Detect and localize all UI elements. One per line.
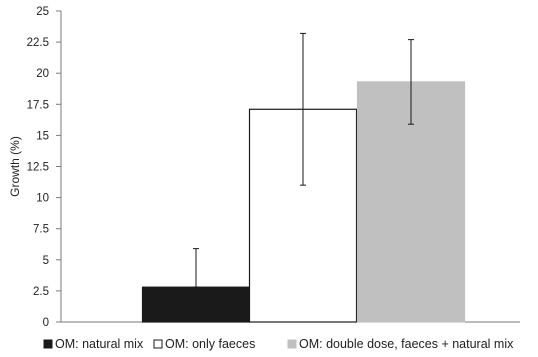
legend-swatch-3: [287, 339, 297, 349]
y-tick-label: 12.5: [27, 162, 49, 174]
legend-swatch-1: [43, 339, 53, 349]
y-tick-label: 15: [36, 130, 49, 142]
y-tick-label: 0: [43, 317, 49, 329]
y-tick-label: 10: [36, 193, 49, 205]
y-tick-label: 22.5: [27, 37, 49, 49]
y-tick-label: 2.5: [33, 286, 49, 298]
y-tick-label: 7.5: [33, 224, 49, 236]
y-axis-title: Growth (%): [8, 136, 22, 197]
y-tick-label: 5: [43, 255, 49, 267]
error-bars: [193, 32, 414, 288]
y-tick-label: 17.5: [27, 99, 49, 111]
bar-1: [141, 286, 251, 323]
y-axis: 0 2.5 5 7.5 10 12.5 15 17.5 20 22.5 25: [27, 6, 62, 329]
legend-label-2: OM: only faeces: [165, 337, 255, 351]
legend-label-1: OM: natural mix: [55, 337, 144, 351]
y-tick-label: 20: [36, 68, 49, 80]
legend-label-3: OM: double dose, faeces + natural mix: [299, 337, 514, 351]
legend-swatch-2: [153, 339, 163, 349]
legend: OM: natural mix OM: only faeces OM: double…: [43, 337, 514, 351]
y-tick-label: 25: [36, 6, 49, 18]
